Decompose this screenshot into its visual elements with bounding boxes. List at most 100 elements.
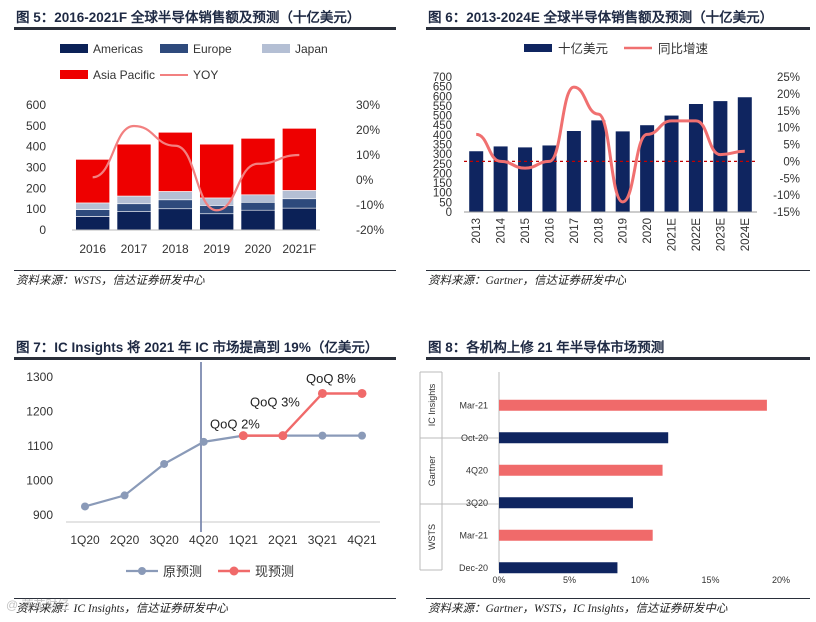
fig7-ytick-label: 1200 (26, 404, 53, 418)
fig5-bar-asia-pacific (158, 131, 193, 192)
fig8-title-rule (426, 357, 810, 360)
panel-fig5: 图 5：2016-2021F 全球半导体销售额及预测（十亿美元） America… (0, 0, 400, 300)
fig6-y2tick-label: -10% (773, 190, 800, 202)
fig7-annotation: QoQ 8% (306, 371, 356, 386)
fig7-point-new (278, 431, 288, 441)
fig6-bar (640, 125, 655, 212)
fig8-chart: IC Insights Gartner WSTS Mar-21 Oct-20 4Q20 3Q… (419, 371, 790, 585)
fig8-bar (499, 529, 653, 541)
fig6-y2tick-label: 0% (783, 156, 800, 168)
fig5-title: 图 5：2016-2021F 全球半导体销售额及预测（十亿美元） (16, 10, 361, 25)
fig5-bar-americas (158, 208, 193, 231)
fig8-xtick-label: 10% (631, 575, 649, 585)
fig7-annotation: QoQ 2% (210, 417, 260, 432)
fig6-ytick-label: 50 (439, 197, 452, 209)
fig7-xtick-label: 3Q21 (308, 533, 338, 547)
fig6-legend-swatch (524, 44, 552, 52)
fig7-chart: 900 1000 1100 1200 1300 1Q20 2Q20 3Q20 4Q20 1Q21 2… (26, 362, 380, 579)
fig5-title-rule (14, 27, 396, 30)
fig7-xtick-label: 2Q21 (268, 533, 298, 547)
fig5-y2tick-label: 30% (356, 98, 380, 112)
fig7-title-rule (14, 357, 396, 360)
fig5-bar-europe (282, 198, 317, 209)
fig6-bar (737, 97, 752, 212)
fig8-bar (499, 497, 633, 509)
fig6-xtick-label: 2017 (569, 218, 581, 244)
fig5-legend-label: YOY (193, 68, 218, 82)
fig5-chart: Americas Europe Japan Asia Pacific YOY 0 100 20… (26, 42, 384, 256)
fig5-y2tick-label: -20% (356, 223, 384, 237)
fig6-xtick-label: 2022E (691, 218, 703, 252)
fig5-bar-japan (75, 202, 110, 210)
fig6-xtick-label: 2013 (471, 218, 483, 244)
fig5-y2tick-label: 20% (356, 123, 380, 137)
fig7-ytick-label: 1100 (27, 439, 53, 453)
fig6-xtick-label: 2021E (667, 218, 679, 252)
fig8-bar (499, 464, 663, 476)
fig7-watermark: @ 莲花财经 (6, 598, 70, 612)
fig6-ytick-label: 250 (433, 159, 452, 171)
fig5-ytick-label: 100 (26, 202, 46, 216)
fig6-xtick-label: 2020 (642, 218, 654, 244)
fig5-legend-label: Americas (93, 42, 143, 56)
fig7-line-new (243, 392, 362, 437)
fig7-point-original (120, 491, 129, 500)
fig5-bar-europe (75, 209, 110, 217)
fig6-ytick-label: 150 (433, 178, 452, 190)
fig8-category-label: Mar-21 (459, 530, 488, 540)
fig6-ytick-label: 600 (433, 91, 452, 103)
fig8-source-rule (426, 598, 810, 599)
fig6-ytick-label: 350 (433, 140, 452, 152)
fig6-legend-label: 同比增速 (658, 41, 709, 56)
fig5-legend-swatch-1 (160, 44, 188, 53)
fig6-ytick-label: 700 (433, 72, 452, 84)
fig5-legend-swatch-2 (262, 44, 290, 53)
fig8-group-label: IC Insights (427, 383, 437, 426)
fig6-y2tick-label: 10% (777, 123, 800, 135)
fig6-bar (591, 120, 606, 212)
fig6-bar (664, 115, 679, 212)
fig5-legend-swatch-0 (60, 44, 88, 53)
fig6-ytick-label: 0 (446, 207, 452, 219)
fig5-bar-asia-pacific (75, 159, 110, 204)
fig6-xtick-label: 2014 (496, 217, 508, 243)
fig6-title: 图 6：2013-2024E 全球半导体销售额及预测（十亿美元） (428, 10, 774, 25)
fig7-line-original (84, 434, 362, 508)
fig6-bar (615, 131, 630, 212)
fig6-chart: 十亿美元 同比增速 05010015020025030035040045050055… (433, 41, 800, 252)
fig6-source-rule (426, 270, 810, 271)
fig6-bar (493, 146, 508, 212)
fig5-ytick-label: 300 (26, 161, 46, 175)
fig8-category-label: 3Q20 (466, 498, 488, 508)
fig6-y2tick-label: -5% (780, 173, 800, 185)
fig5-bar-americas (75, 216, 110, 231)
panel-fig8: 图 8：各机构上修 21 年半导体市场预测 IC Insights Gartner… (412, 330, 816, 622)
fig5-y2tick-label: 10% (356, 148, 380, 162)
fig7-point-new (357, 388, 367, 398)
fig7-source: 资料来源：IC Insights，信达证券研发中心 (16, 603, 228, 615)
fig6-bar (688, 104, 703, 212)
fig5-source-rule (14, 270, 396, 271)
fig7-ytick-label: 1300 (26, 370, 53, 384)
fig6-bar (713, 101, 728, 212)
fig7-point-new (317, 388, 327, 398)
fig6-bar (469, 151, 484, 212)
fig5-ytick-label: 200 (26, 181, 46, 195)
fig5-bar-asia-pacific (116, 143, 152, 197)
fig8-category-label: Oct-20 (461, 433, 488, 443)
fig7-point-new (238, 431, 248, 441)
fig6-bar (518, 147, 533, 212)
fig5-y2tick-label: 0% (356, 173, 374, 187)
fig8-source: 资料来源：Gartner，WSTS，IC Insights，信达证券研发中心 (428, 603, 728, 615)
fig6-growth-line (475, 85, 745, 204)
fig5-legend-label: Asia Pacific (93, 68, 155, 82)
fig5-bar-americas (282, 207, 317, 231)
fig6-ytick-label: 650 (433, 82, 452, 94)
fig5-ytick-label: 0 (39, 223, 46, 237)
fig6-xtick-label: 2024E (740, 218, 752, 252)
fig7-legend-label: 原预测 (163, 564, 202, 579)
fig6-ytick-label: 550 (433, 101, 452, 113)
fig5-y2tick-label: -10% (356, 198, 384, 212)
fig5-bar-europe (240, 201, 276, 211)
fig8-xtick-label: 5% (563, 575, 576, 585)
